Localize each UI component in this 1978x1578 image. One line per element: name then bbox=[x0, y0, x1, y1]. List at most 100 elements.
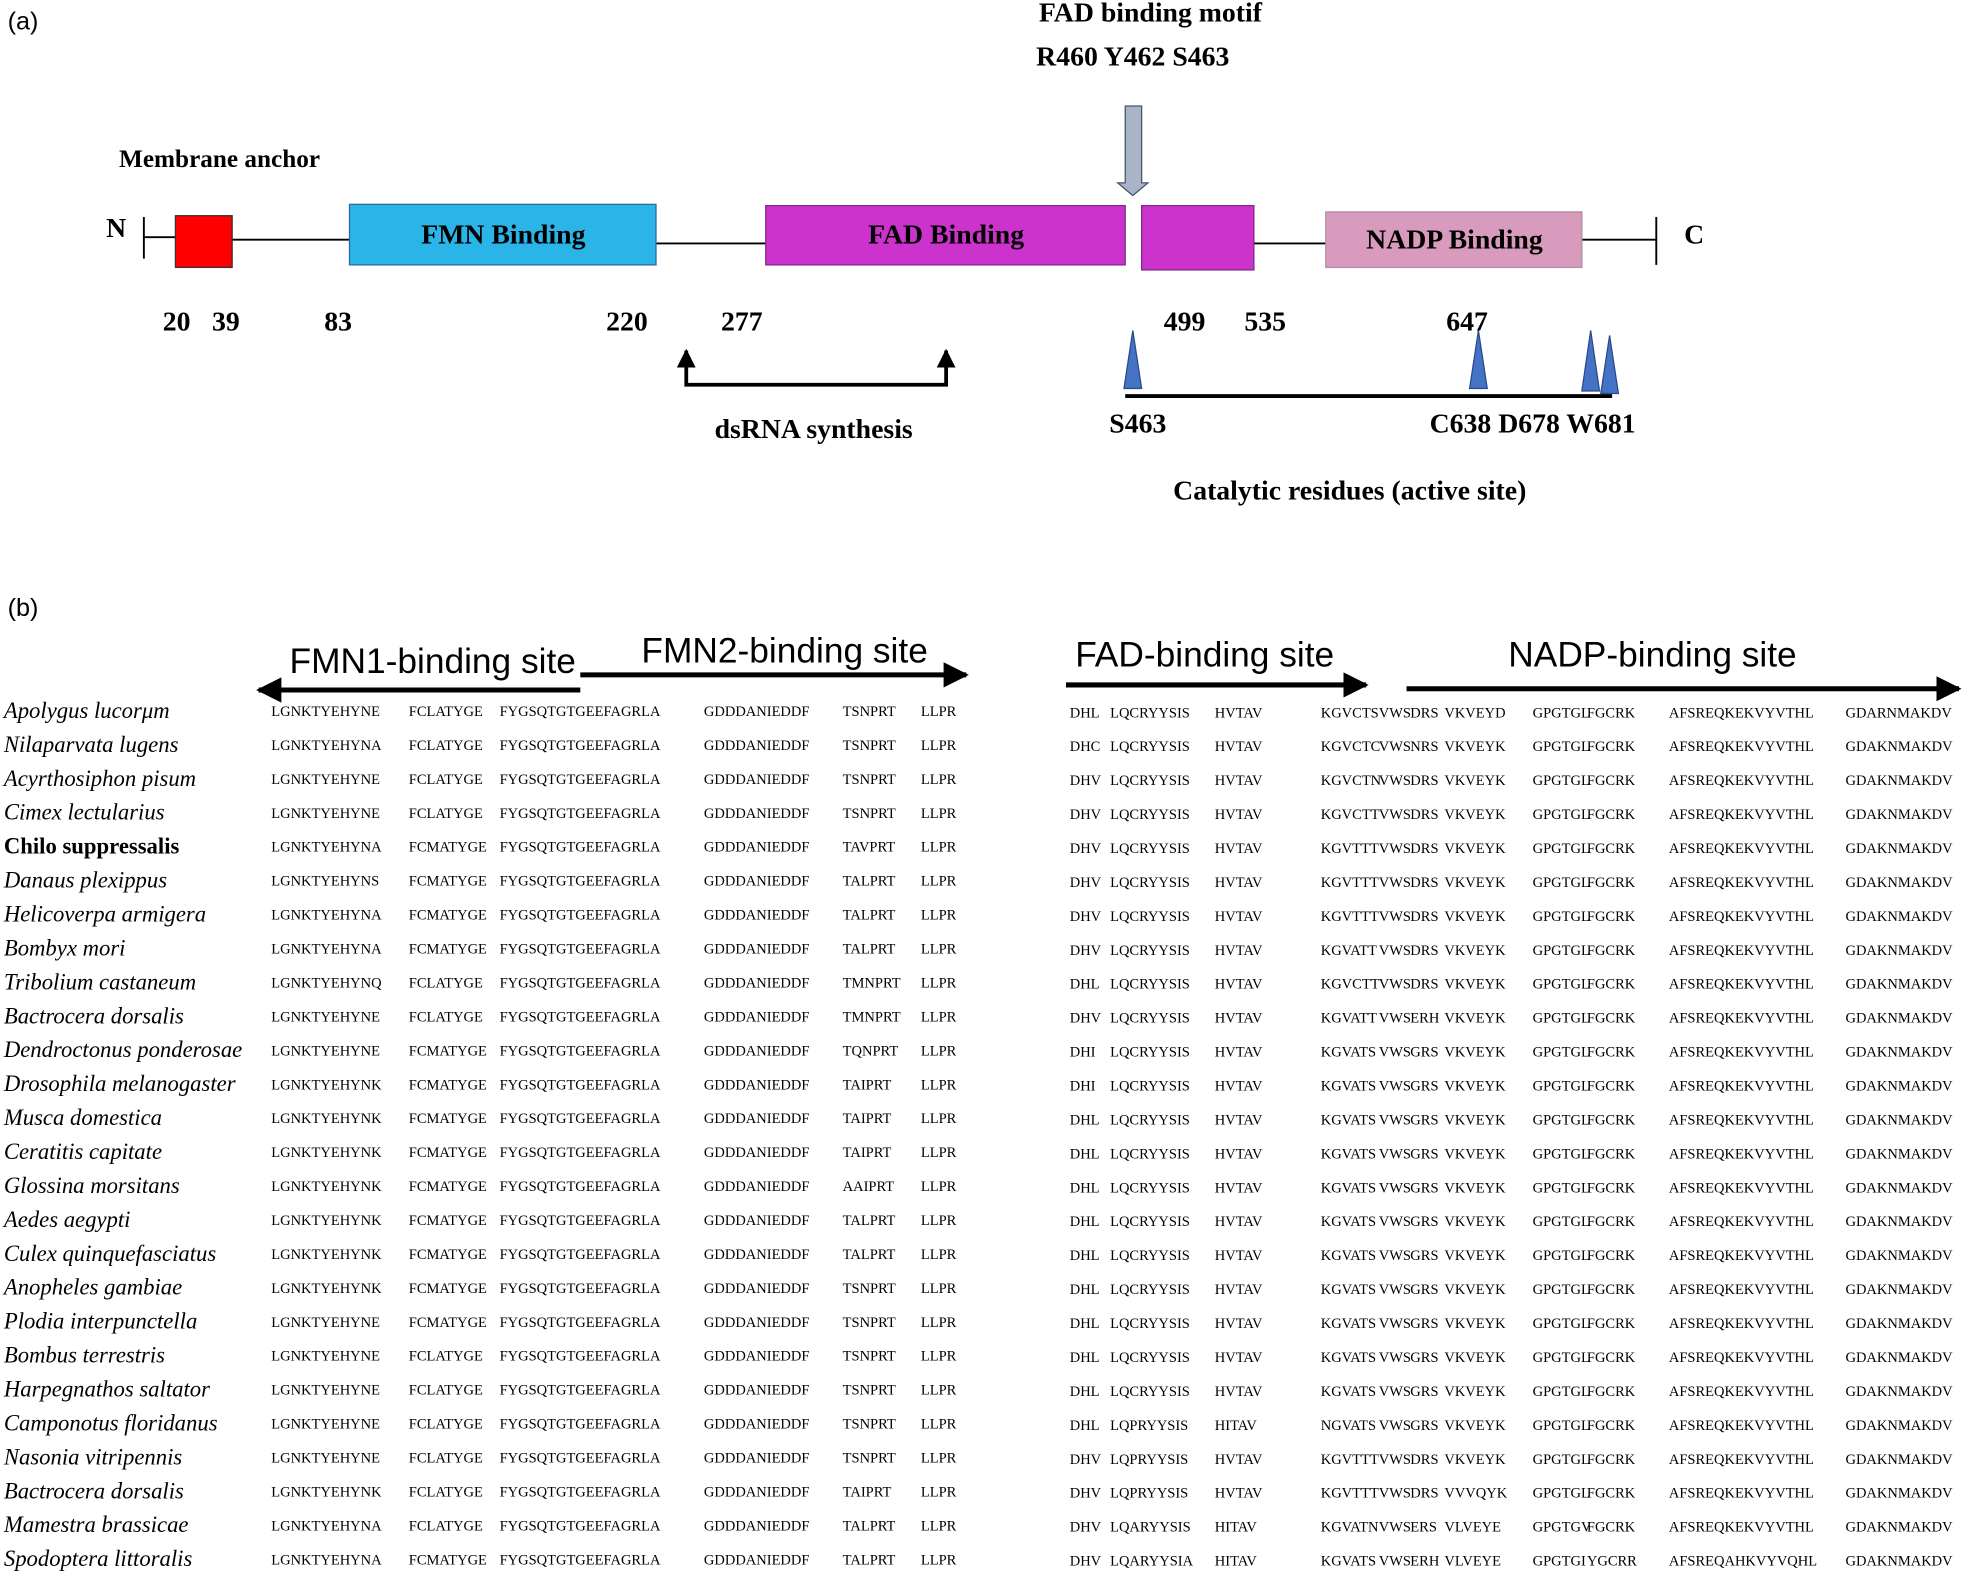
alignment: Apolygus lucorμm LGNKTYEHYNE FCLATYGE FYGSQ… bbox=[2, 698, 1953, 1571]
sequence: GDDDANIEDDF bbox=[704, 1417, 810, 1433]
site-markers bbox=[1123, 330, 1620, 395]
sequence: LGNKTYEHYNK bbox=[271, 1281, 382, 1297]
sequence: LLPR bbox=[921, 1315, 957, 1331]
sequence: VKVEYK bbox=[1444, 943, 1506, 959]
sequence: FYGSQTGTGEEFAGRLA bbox=[500, 1451, 661, 1467]
sequence: GDDDANIEDDF bbox=[704, 1451, 810, 1467]
sequence: FYGSQTGTGEEFAGRLA bbox=[500, 772, 661, 788]
species: Ceratitis capitate bbox=[4, 1139, 162, 1164]
sequence: LLPR bbox=[921, 772, 957, 788]
sequence: HVTAV bbox=[1215, 1384, 1263, 1400]
sequence: VKVEYK bbox=[1444, 739, 1506, 755]
sequence: TAIPRT bbox=[843, 1484, 892, 1500]
sequence: YGCRR bbox=[1587, 1554, 1637, 1570]
residue: S463 bbox=[1109, 409, 1166, 440]
sequence: DRS bbox=[1410, 909, 1438, 925]
sequence: AFSREQKEKVYVTHL bbox=[1669, 1316, 1814, 1332]
sequence: FYGSQTGTGEEFAGRLA bbox=[500, 1213, 661, 1229]
species: Drosophila melanogaster bbox=[3, 1071, 236, 1096]
sequence: GDDDANIEDDF bbox=[704, 738, 810, 754]
sequence: GRS bbox=[1410, 1146, 1438, 1162]
sequence: HITAV bbox=[1215, 1520, 1258, 1536]
sequence: GDDDANIEDDF bbox=[704, 942, 810, 958]
sequence: LGNKTYEHYNE bbox=[271, 1315, 380, 1331]
sequence: LQARYYSIS bbox=[1110, 1520, 1191, 1536]
sequence: AFSREQKEKVYVTHL bbox=[1669, 739, 1814, 755]
sequence: HVTAV bbox=[1215, 1079, 1263, 1095]
sequence: LLPR bbox=[921, 840, 957, 856]
sequence: VWS bbox=[1379, 1079, 1411, 1095]
sequence: GDDDANIEDDF bbox=[704, 1111, 810, 1127]
sequence: DHV bbox=[1070, 943, 1102, 959]
sequence: HITAV bbox=[1215, 1418, 1258, 1434]
sequence: GDDDANIEDDF bbox=[704, 1518, 810, 1534]
sequence: LLPR bbox=[921, 1179, 957, 1195]
sequence: FCMATYGE bbox=[409, 942, 487, 958]
sequence: FGCRK bbox=[1587, 1180, 1636, 1196]
sequence: LGNKTYEHYNE bbox=[271, 806, 380, 822]
sequence: LQCRYYSIS bbox=[1110, 977, 1190, 993]
sequence: FCMATYGE bbox=[409, 1145, 487, 1161]
position: 277 bbox=[721, 307, 763, 338]
sequence: LQPRYYSIS bbox=[1110, 1486, 1188, 1502]
sequence: FCLATYGE bbox=[409, 975, 483, 991]
sequence: FCLATYGE bbox=[409, 1349, 483, 1365]
sequence: LGNKTYEHYNA bbox=[271, 1552, 382, 1568]
sequence: FCLATYGE bbox=[409, 1484, 483, 1500]
sequence: KGVATS bbox=[1321, 1214, 1376, 1230]
sequence: FCMATYGE bbox=[409, 908, 487, 924]
sequence: KGVATS bbox=[1321, 1180, 1376, 1196]
sequence: LLPR bbox=[921, 1043, 957, 1059]
sequence: VWS bbox=[1379, 977, 1411, 993]
sequence: DHL bbox=[1070, 1112, 1100, 1128]
sequence: VKVEYK bbox=[1444, 1045, 1506, 1061]
sequence: GRS bbox=[1410, 1316, 1438, 1332]
sequence: HVTAV bbox=[1215, 943, 1263, 959]
position: 499 bbox=[1164, 307, 1206, 338]
sequence: LGNKTYEHYNK bbox=[271, 1077, 382, 1093]
sequence: FYGSQTGTGEEFAGRLA bbox=[500, 1145, 661, 1161]
sequence: FCLATYGE bbox=[409, 1417, 483, 1433]
sequence: HVTAV bbox=[1215, 1180, 1263, 1196]
backbone bbox=[142, 216, 1658, 265]
sequence: VWS bbox=[1379, 739, 1411, 755]
sequence: GDDDANIEDDF bbox=[704, 975, 810, 991]
sequence: GRS bbox=[1410, 1350, 1438, 1366]
sequence: LLPR bbox=[921, 1518, 957, 1534]
sequence: GDARNMAKDV bbox=[1845, 705, 1952, 721]
sequence: LLPR bbox=[921, 1213, 957, 1229]
sequence: VKVEYD bbox=[1444, 705, 1505, 721]
sequence: GDAKNMAKDV bbox=[1845, 1011, 1953, 1027]
sequence: VWS bbox=[1379, 943, 1411, 959]
species: Anopheles gambiae bbox=[2, 1275, 182, 1300]
sequence: GDAKNMAKDV bbox=[1845, 943, 1953, 959]
sequence: FGCRK bbox=[1587, 1452, 1636, 1468]
sequence: ERH bbox=[1410, 1554, 1440, 1570]
site-label: NADP-binding site bbox=[1508, 636, 1796, 675]
site-label: FMN2-binding site bbox=[641, 632, 927, 671]
sequence: HVTAV bbox=[1215, 977, 1263, 993]
sequence: VWS bbox=[1379, 875, 1411, 891]
sequence: AFSREQKEKVYVTHL bbox=[1669, 1112, 1814, 1128]
sequence: FCMATYGE bbox=[409, 1213, 487, 1229]
sequence: FYGSQTGTGEEFAGRLA bbox=[500, 1077, 661, 1093]
sequence: GPGTGL bbox=[1533, 1045, 1590, 1061]
sequence: LQCRYYSIS bbox=[1110, 875, 1190, 891]
n-terminus: N bbox=[106, 213, 126, 244]
sequence: VLVEYE bbox=[1444, 1554, 1501, 1570]
sequence: FYGSQTGTGEEFAGRLA bbox=[500, 1552, 661, 1568]
sequence: GPGTGL bbox=[1533, 807, 1590, 823]
sequence: DRS bbox=[1410, 977, 1438, 993]
sequence: VWS bbox=[1379, 1554, 1411, 1570]
sequence: FYGSQTGTGEEFAGRLA bbox=[500, 840, 661, 856]
sequence: FGCRK bbox=[1587, 977, 1636, 993]
sequence: FYGSQTGTGEEFAGRLA bbox=[500, 1383, 661, 1399]
sequence: FCMATYGE bbox=[409, 1111, 487, 1127]
species: Helicoverpa armigera bbox=[3, 901, 206, 926]
sequence: LLPR bbox=[921, 1552, 957, 1568]
sequence: DHL bbox=[1070, 1384, 1100, 1400]
sequence: LQCRYYSIS bbox=[1110, 841, 1190, 857]
species: Musca domestica bbox=[3, 1105, 162, 1130]
sequence: FCMATYGE bbox=[409, 1179, 487, 1195]
